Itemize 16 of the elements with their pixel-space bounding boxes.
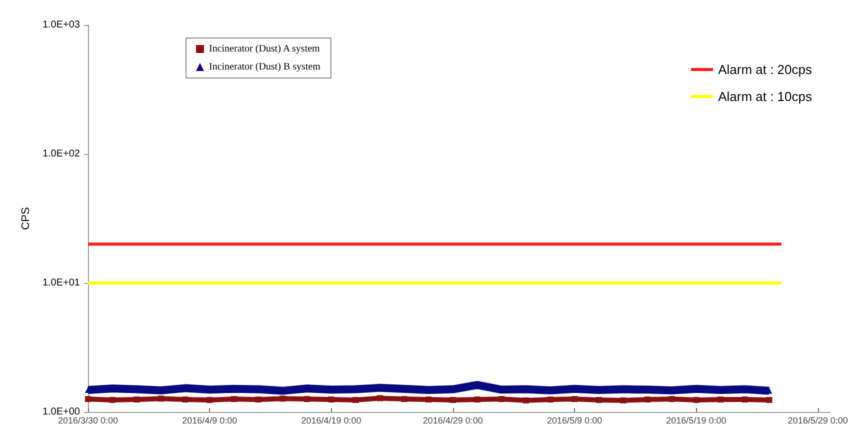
y-tick-label: 1.0E+01 xyxy=(42,278,80,288)
legend-label: Alarm at : 10cps xyxy=(718,89,812,104)
x-tick-label: 2016/3/30 0:00 xyxy=(58,416,118,426)
x-tick-label: 2016/5/19 0:00 xyxy=(666,416,726,426)
x-tick-label: 2016/4/29 0:00 xyxy=(422,416,483,426)
x-tick-label: 2016/4/9 0:00 xyxy=(182,416,238,426)
y-tick-label: 1.0E+00 xyxy=(42,406,80,418)
legend-label: Incinerator (Dust) A system xyxy=(209,44,320,54)
legend-label: Incinerator (Dust) B system xyxy=(209,62,321,72)
x-tick-label: 2016/5/29 0:00 xyxy=(788,416,848,426)
x-tick-label: 2016/4/19 0:00 xyxy=(301,416,362,426)
x-tick-label: 2016/5/9 0:00 xyxy=(547,416,602,426)
y-tick-label: 1.0E+03 xyxy=(42,20,80,30)
legend-label: Alarm at : 20cps xyxy=(718,62,812,77)
y-tick-label: 1.0E+02 xyxy=(42,148,80,160)
y-axis-title: CPS xyxy=(20,207,32,230)
